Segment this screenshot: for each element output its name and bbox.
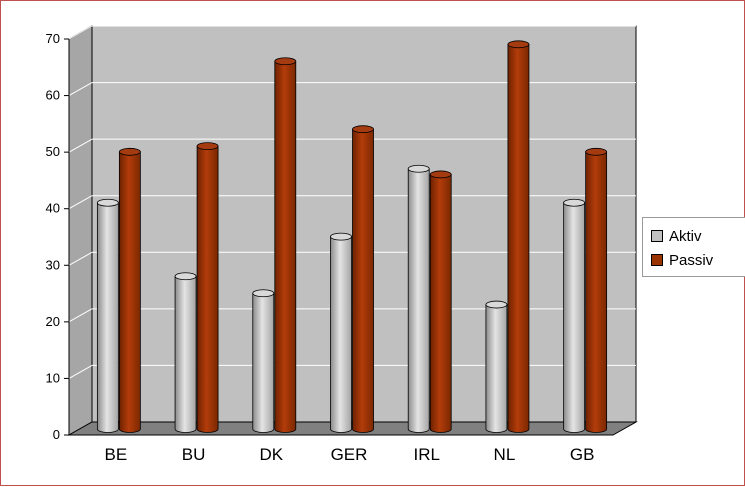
bar-top-passiv-irl xyxy=(429,170,452,179)
bar-aktiv-dk xyxy=(252,292,275,433)
bar-top-passiv-ger xyxy=(352,125,374,134)
gridline-side-10 xyxy=(68,364,93,379)
legend-swatch-aktiv xyxy=(651,230,663,242)
chart-side-wall xyxy=(68,25,93,436)
bar-top-passiv-gb xyxy=(585,147,608,156)
bar-top-aktiv-gb xyxy=(563,198,586,207)
x-tick-label-dk: DK xyxy=(259,445,283,464)
bar-aktiv-ger xyxy=(330,236,352,433)
bar-passiv-dk xyxy=(274,60,297,433)
gridline-side-60 xyxy=(68,82,93,97)
gridline-side-70 xyxy=(68,25,93,40)
x-tick-label-nl: NL xyxy=(494,445,516,464)
y-tick-label-50: 50 xyxy=(46,144,60,159)
gridline-side-50 xyxy=(68,138,93,153)
x-tick-label-bu: BU xyxy=(182,445,206,464)
bar-top-passiv-nl xyxy=(507,40,530,49)
bar-passiv-bu xyxy=(196,145,219,433)
y-tick-label-70: 70 xyxy=(46,31,60,46)
bar-top-passiv-bu xyxy=(196,142,219,151)
bar-top-aktiv-ger xyxy=(330,232,352,241)
gridline-side-20 xyxy=(68,308,93,323)
y-tick-label-40: 40 xyxy=(46,201,60,216)
legend-item-aktiv: Aktiv xyxy=(651,226,702,246)
legend-item-passiv: Passiv xyxy=(651,250,713,270)
bar-aktiv-gb xyxy=(563,202,586,433)
legend-label-aktiv: Aktiv xyxy=(669,227,702,245)
bar-aktiv-irl xyxy=(407,168,430,433)
bar-aktiv-nl xyxy=(485,304,508,433)
bar-top-aktiv-be xyxy=(96,198,119,207)
bar-top-aktiv-bu xyxy=(174,272,197,281)
bar-top-aktiv-nl xyxy=(485,300,508,309)
y-tick-label-20: 20 xyxy=(46,314,60,329)
bar-passiv-irl xyxy=(429,174,452,433)
y-tick-label-30: 30 xyxy=(46,257,60,272)
y-tick-label-10: 10 xyxy=(46,370,60,385)
bar-passiv-ger xyxy=(352,128,374,433)
bar-aktiv-be xyxy=(96,202,119,433)
gridline-side-30 xyxy=(68,251,93,266)
bar-aktiv-bu xyxy=(174,275,197,433)
bar-top-passiv-be xyxy=(118,147,141,156)
y-tick-label-0: 0 xyxy=(53,427,60,442)
x-tick-label-be: BE xyxy=(105,445,128,464)
bar-top-aktiv-dk xyxy=(252,289,275,298)
bar-top-aktiv-irl xyxy=(407,164,430,173)
x-tick-label-irl: IRL xyxy=(413,445,439,464)
bar-passiv-be xyxy=(118,151,141,433)
x-tick-label-ger: GER xyxy=(331,445,368,464)
bar-top-passiv-dk xyxy=(274,57,297,66)
y-tick-label-60: 60 xyxy=(46,88,60,103)
bar-passiv-gb xyxy=(585,151,608,433)
legend-swatch-passiv xyxy=(651,254,663,266)
x-tick-label-gb: GB xyxy=(570,445,595,464)
legend-label-passiv: Passiv xyxy=(669,251,714,269)
gridline-side-40 xyxy=(68,195,93,210)
chart-legend: Aktiv Passiv xyxy=(642,217,745,277)
bar-passiv-nl xyxy=(507,43,530,433)
